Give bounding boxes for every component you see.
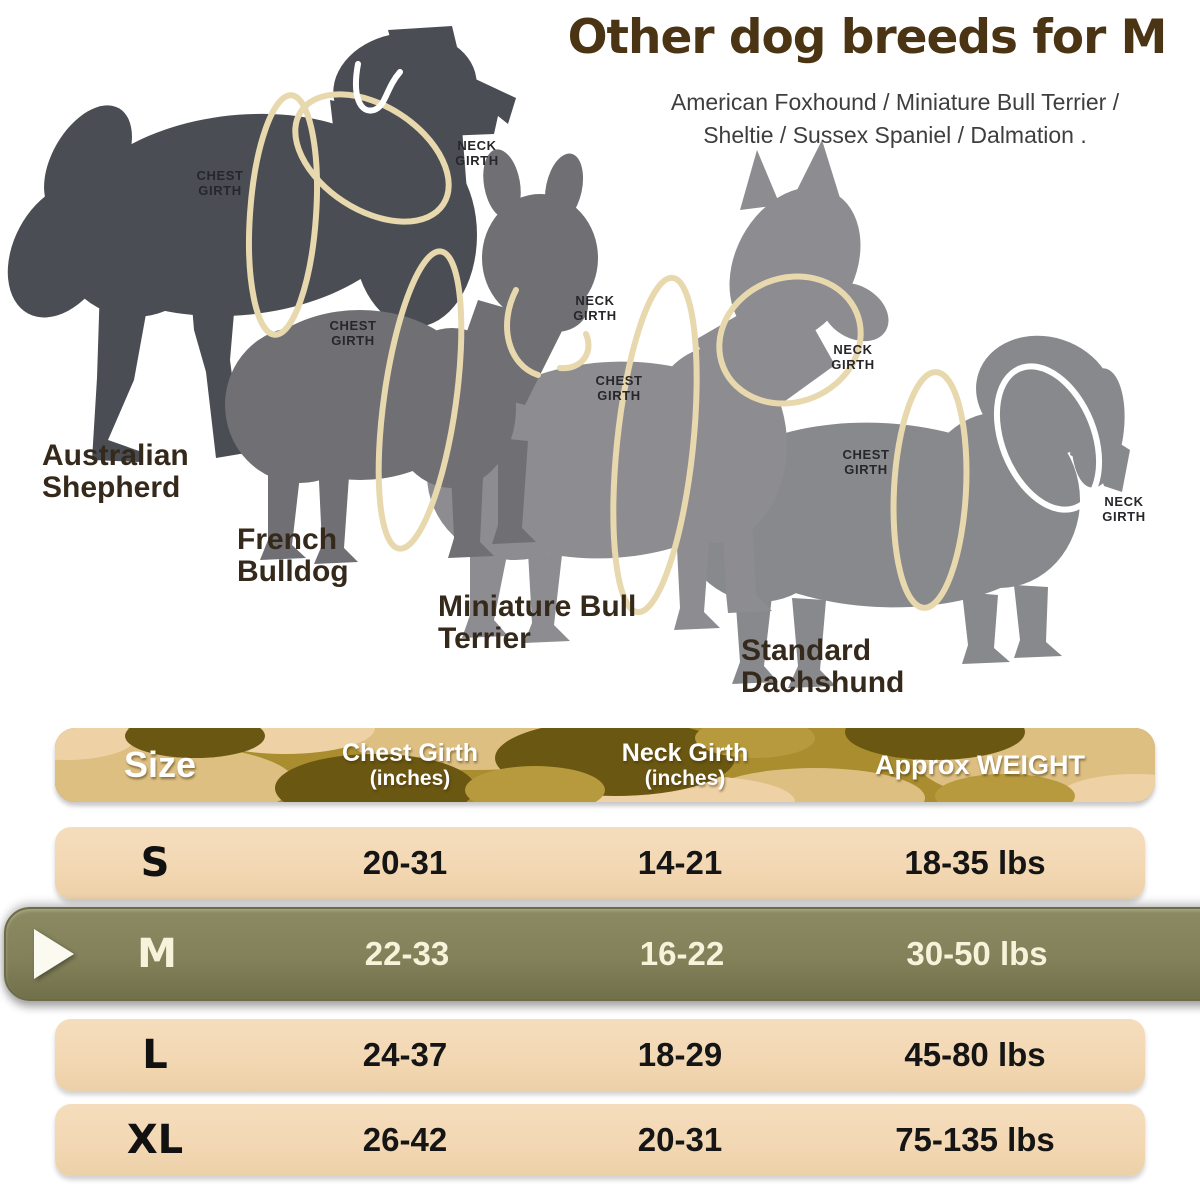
size-value: M <box>137 931 177 977</box>
camouflage-background <box>55 728 1155 802</box>
size-value: S <box>140 840 170 886</box>
shepherd-chest-girth-label: CHEST GIRTH <box>196 168 244 199</box>
dachshund-neck-girth-label: NECK GIRTH <box>1102 494 1146 525</box>
chest-girth-value: 26-42 <box>362 1121 448 1158</box>
breed-name-australian-shepherd: Australian Shepherd <box>42 439 189 505</box>
shepherd-chest-girth-tape <box>246 92 320 338</box>
size-chart-header: Size Chest Girth (inches) Neck Girth (in… <box>55 728 1155 802</box>
selected-size-arrow-icon <box>34 929 74 979</box>
breed-subtitle: American Foxhound / Miniature Bull Terri… <box>610 86 1180 151</box>
dachshund-chest-girth-tape <box>890 369 970 611</box>
column-header-chest-girth: Chest Girth (inches) <box>341 739 479 790</box>
neck-girth-value: 16-22 <box>639 935 725 972</box>
breed-subtitle-line2: Sheltie / Sussex Spaniel / Dalmation . <box>703 121 1087 148</box>
weight-value: 75-135 lbs <box>895 1121 1055 1158</box>
size-value: L <box>142 1032 168 1078</box>
terrier-neck-girth-tape <box>716 273 864 407</box>
bulldog-chest-girth-label: CHEST GIRTH <box>329 318 377 349</box>
neck-girth-value: 18-29 <box>637 1036 723 1073</box>
column-header-neck-girth: Neck Girth (inches) <box>621 739 749 790</box>
chest-girth-value: 20-31 <box>362 844 448 881</box>
measuring-tape-loops <box>246 61 1103 616</box>
terrier-chest-girth-tape <box>610 274 700 616</box>
weight-value: 30-50 lbs <box>906 935 1048 972</box>
weight-value: 18-35 lbs <box>904 844 1046 881</box>
breed-name-french-bulldog: French Bulldog <box>237 523 349 589</box>
tape-end-curl <box>352 61 403 114</box>
page-title: Other dog breeds for M <box>567 10 1168 65</box>
terrier-neck-girth-label: NECK GIRTH <box>831 342 875 373</box>
dog-silhouettes-graphic <box>7 26 1130 688</box>
dachshund-chest-girth-label: CHEST GIRTH <box>842 447 890 478</box>
chest-girth-value: 24-37 <box>362 1036 448 1073</box>
neck-girth-value: 20-31 <box>637 1121 723 1158</box>
breed-name-miniature-bull-terrier: Miniature Bull Terrier <box>438 590 637 656</box>
column-header-approx-weight: Approx WEIGHT <box>875 749 1085 780</box>
shepherd-neck-girth-label: NECK GIRTH <box>455 138 499 169</box>
australian-shepherd-silhouette <box>7 26 516 462</box>
size-value: XL <box>126 1117 184 1163</box>
bulldog-neck-girth-tape <box>504 287 541 378</box>
bulldog-chest-girth-tape <box>375 248 465 552</box>
size-row-xl: XL 26-42 20-31 75-135 lbs <box>55 1104 1145 1176</box>
breed-subtitle-line1: American Foxhound / Miniature Bull Terri… <box>670 89 1120 115</box>
size-row-m-selected: M 22-33 16-22 30-50 lbs <box>4 907 1200 1001</box>
size-row-l: L 24-37 18-29 45-80 lbs <box>55 1019 1145 1091</box>
header-row: Size Chest Girth (inches) Neck Girth (in… <box>60 728 1150 802</box>
terrier-chest-girth-label: CHEST GIRTH <box>595 373 643 404</box>
neck-girth-value: 14-21 <box>637 844 723 881</box>
dachshund-neck-girth-tape <box>993 363 1103 513</box>
size-row-s: S 20-31 14-21 18-35 lbs <box>55 827 1145 899</box>
french-bulldog-silhouette <box>225 149 598 564</box>
bulldog-neck-girth-label: NECK GIRTH <box>573 293 617 324</box>
column-header-size: Size <box>123 744 197 785</box>
dog-scene: Other dog breeds for M American Foxhound… <box>7 10 1180 700</box>
weight-value: 45-80 lbs <box>904 1036 1046 1073</box>
breed-name-standard-dachshund: Standard Dachshund <box>741 634 905 700</box>
shepherd-neck-girth-tape <box>292 91 452 225</box>
bulldog-neck-girth-tape-end <box>557 331 592 372</box>
chest-girth-value: 22-33 <box>364 935 450 972</box>
